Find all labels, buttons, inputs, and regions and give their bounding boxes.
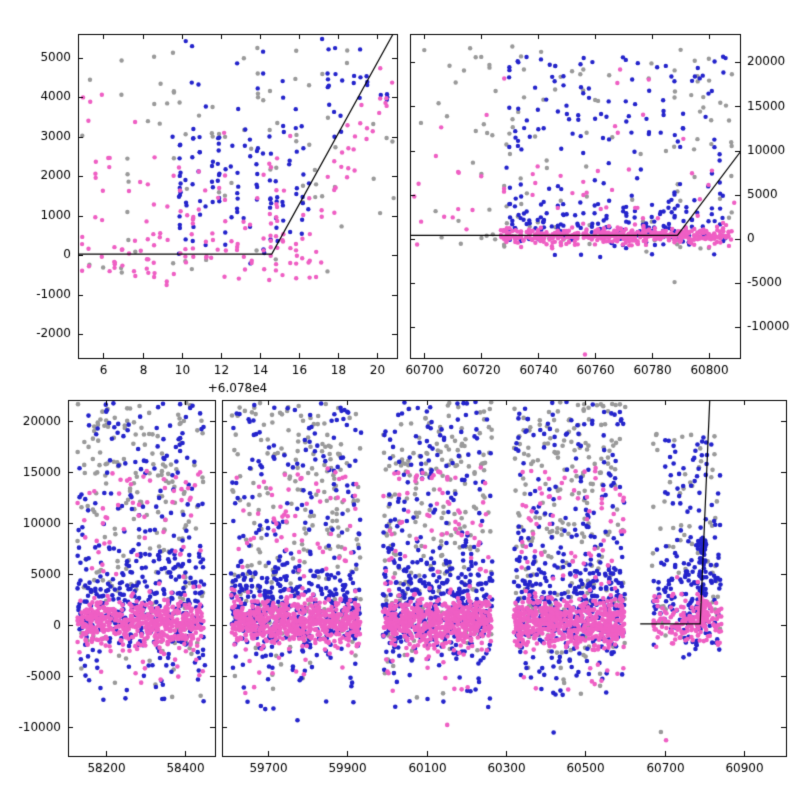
light-curve-figure: BLG42K0503.050486 (4796.53, 3353.69) 3 2… [0,0,800,800]
scatter-plot-canvas [0,0,800,800]
